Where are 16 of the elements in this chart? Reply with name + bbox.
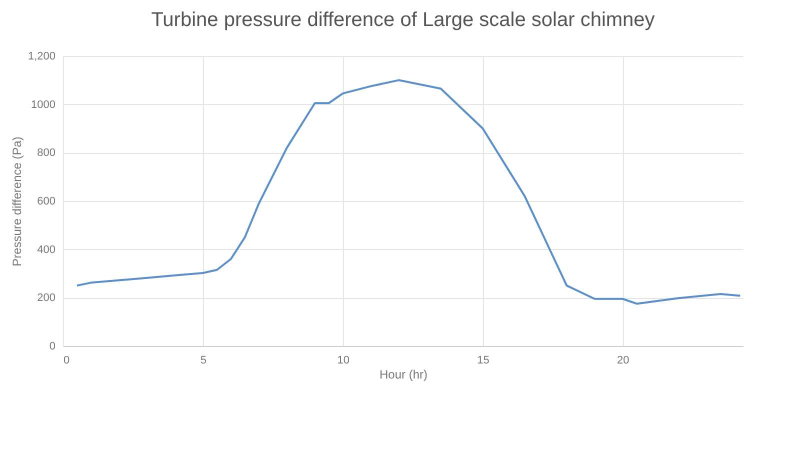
y-tick-label: 600 [37, 196, 56, 208]
x-tick-label: 15 [477, 354, 490, 366]
y-tick-label: 0 [49, 340, 56, 352]
y-tick-label: 200 [37, 292, 56, 304]
x-tick-label: 0 [64, 354, 70, 366]
line-series [76, 79, 742, 305]
y-tick-label: 1,200 [28, 50, 56, 62]
x-tick-label: 5 [200, 354, 206, 366]
chart-title: Turbine pressure difference of Large scale solar chimney [151, 9, 655, 31]
x-tick-label: 20 [617, 354, 630, 366]
y-tick-label: 400 [37, 244, 56, 256]
x-tick-label: 10 [337, 354, 350, 366]
y-tick-label: 1000 [31, 98, 56, 111]
y-tick-label: 800 [37, 147, 56, 160]
x-axis-title: Hour (hr) [379, 368, 428, 382]
y-axis-title: Pressure difference (Pa) [10, 136, 24, 266]
